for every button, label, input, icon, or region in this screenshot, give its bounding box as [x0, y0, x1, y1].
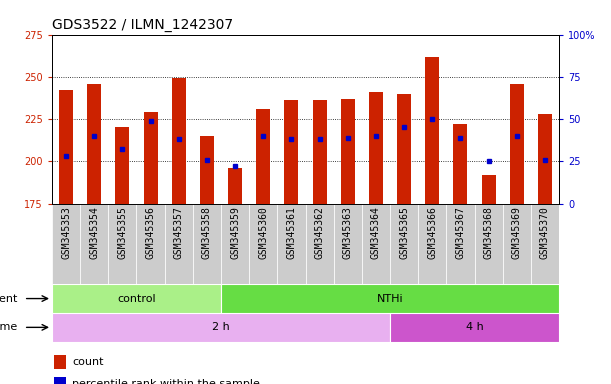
Bar — [115, 127, 130, 204]
Text: GSM345361: GSM345361 — [287, 206, 296, 259]
Bar — [172, 78, 186, 204]
Bar — [475, 204, 503, 284]
Bar — [54, 355, 65, 369]
Bar — [313, 101, 327, 204]
Bar — [453, 124, 467, 204]
Bar — [503, 204, 531, 284]
Bar — [447, 204, 475, 284]
Bar — [510, 84, 524, 204]
Bar — [425, 56, 439, 204]
Text: time: time — [0, 322, 18, 333]
Bar — [341, 99, 355, 204]
Text: percentile rank within the sample: percentile rank within the sample — [72, 379, 260, 384]
Bar — [397, 94, 411, 204]
Text: agent: agent — [0, 293, 18, 304]
Bar — [221, 284, 559, 313]
Text: GDS3522 / ILMN_1242307: GDS3522 / ILMN_1242307 — [52, 18, 233, 32]
Bar — [481, 175, 496, 204]
Text: GSM345355: GSM345355 — [117, 206, 127, 259]
Text: NTHi: NTHi — [377, 293, 403, 304]
Bar — [80, 204, 108, 284]
Bar — [200, 136, 214, 204]
Bar — [87, 84, 101, 204]
Text: GSM345362: GSM345362 — [315, 206, 324, 259]
Text: GSM345353: GSM345353 — [61, 206, 71, 259]
Text: count: count — [72, 357, 104, 367]
Bar — [221, 204, 249, 284]
Text: GSM345370: GSM345370 — [540, 206, 550, 259]
Text: GSM345365: GSM345365 — [399, 206, 409, 259]
Bar — [228, 168, 242, 204]
Bar — [164, 204, 193, 284]
Bar — [54, 377, 65, 384]
Bar — [538, 114, 552, 204]
Text: GSM345356: GSM345356 — [145, 206, 156, 259]
Text: control: control — [117, 293, 156, 304]
Bar — [390, 313, 559, 342]
Bar — [108, 204, 136, 284]
Bar — [284, 101, 298, 204]
Bar — [52, 313, 390, 342]
Bar — [531, 204, 559, 284]
Bar — [256, 109, 270, 204]
Bar — [52, 204, 80, 284]
Text: GSM345369: GSM345369 — [512, 206, 522, 259]
Bar — [362, 204, 390, 284]
Bar — [390, 204, 418, 284]
Text: GSM345367: GSM345367 — [455, 206, 466, 259]
Bar — [136, 204, 164, 284]
Text: 4 h: 4 h — [466, 322, 483, 333]
Bar — [306, 204, 334, 284]
Bar — [277, 204, 306, 284]
Text: GSM345359: GSM345359 — [230, 206, 240, 259]
Bar — [334, 204, 362, 284]
Text: GSM345364: GSM345364 — [371, 206, 381, 259]
Text: GSM345354: GSM345354 — [89, 206, 99, 259]
Text: GSM345357: GSM345357 — [174, 206, 184, 259]
Bar — [193, 204, 221, 284]
Text: GSM345358: GSM345358 — [202, 206, 212, 259]
Bar — [52, 284, 221, 313]
Text: GSM345360: GSM345360 — [258, 206, 268, 259]
Text: GSM345366: GSM345366 — [427, 206, 437, 259]
Text: 2 h: 2 h — [212, 322, 230, 333]
Bar — [418, 204, 447, 284]
Bar — [144, 112, 158, 204]
Text: GSM345368: GSM345368 — [484, 206, 494, 259]
Text: GSM345363: GSM345363 — [343, 206, 353, 259]
Bar — [249, 204, 277, 284]
Bar — [369, 92, 383, 204]
Bar — [59, 90, 73, 204]
